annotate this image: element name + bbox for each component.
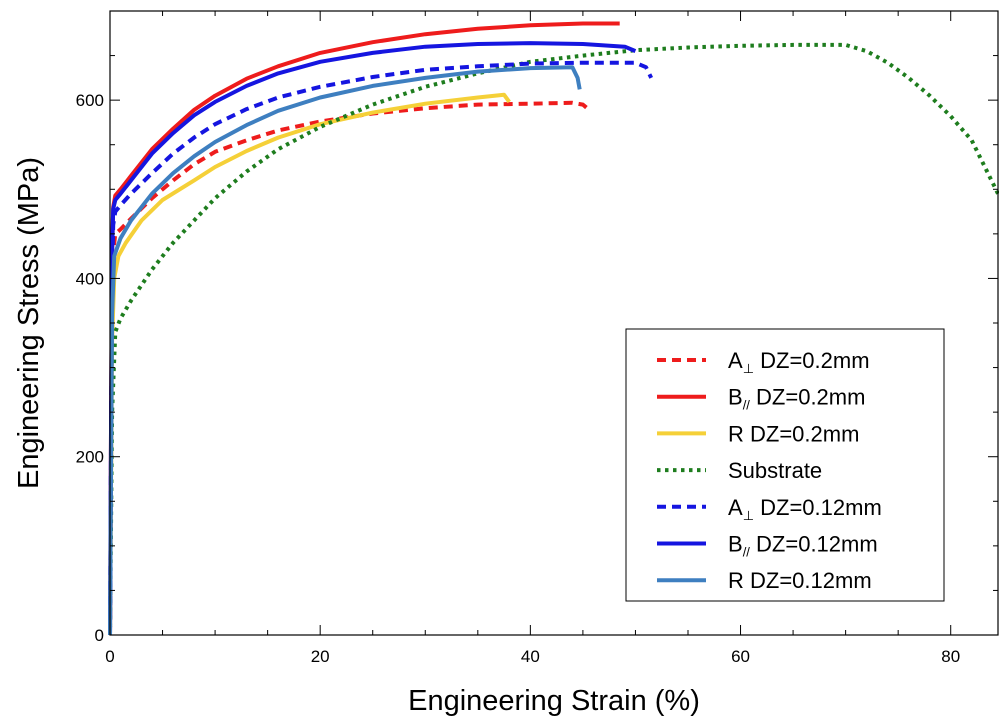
x-tick-label: 60	[731, 647, 750, 666]
plot-lines	[108, 21, 999, 636]
x-axis-title: Engineering Strain (%)	[408, 685, 700, 717]
x-tick-label: 0	[105, 647, 114, 666]
legend-label-7: R DZ=0.12mm	[728, 568, 872, 593]
y-tick-label: 0	[95, 626, 104, 645]
legend: A⊥ DZ=0.2mm B// DZ=0.2mm R DZ=0.2mm Substra…	[625, 328, 945, 602]
legend-label-3: R DZ=0.2mm	[728, 421, 859, 446]
series-line-4	[108, 42, 999, 636]
x-tick-label: 40	[521, 647, 540, 666]
series-line-6	[108, 41, 637, 636]
y-tick-label: 600	[76, 91, 104, 110]
legend-label-5: A⊥ DZ=0.12mm	[728, 495, 882, 523]
legend-label-6: B// DZ=0.12mm	[728, 532, 878, 560]
series-line-5	[108, 60, 653, 636]
series-line-7	[108, 65, 582, 636]
y-axis-title: Engineering Stress (MPa)	[13, 157, 45, 489]
legend-label-2: B// DZ=0.2mm	[728, 385, 865, 413]
y-tick-label: 200	[76, 448, 104, 467]
series-line-1	[108, 100, 590, 636]
legend-frame	[625, 328, 945, 602]
y-axis: 0 200 400 600	[76, 10, 998, 645]
y-tick-label: 400	[76, 269, 104, 288]
x-axis: 0 20 40 60 80	[105, 11, 960, 666]
x-tick-label: 80	[941, 647, 960, 666]
legend-label-4: Substrate	[728, 458, 822, 483]
x-tick-label: 20	[311, 647, 330, 666]
legend-label-1: A⊥ DZ=0.2mm	[728, 348, 870, 376]
